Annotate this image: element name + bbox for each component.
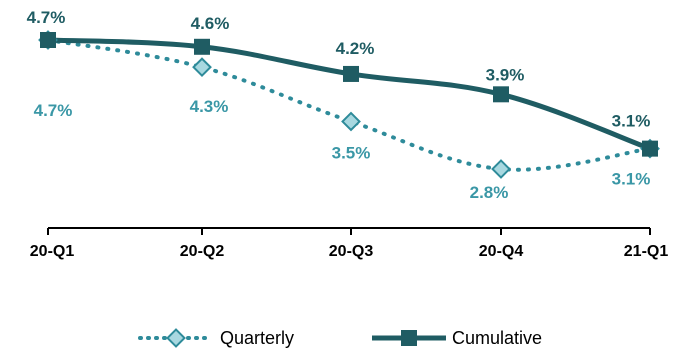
- plot-area: 4.7% 4.3% 3.5% 2.8% 3.1% 4.7% 4.6% 4.2% 3.9% 3.1%: [27, 8, 660, 202]
- x-tick-label: 20-Q1: [30, 243, 75, 260]
- legend-cumulative-marker-icon: [401, 330, 417, 346]
- quarterly-data-label: 2.8%: [470, 183, 509, 202]
- quarterly-data-label: 4.3%: [190, 97, 229, 116]
- cumulative-point: [493, 86, 509, 103]
- quarterly-data-label: 4.7%: [34, 101, 73, 120]
- x-tick-label: 20-Q4: [479, 243, 524, 260]
- cumulative-point: [642, 140, 658, 157]
- quarterly-point: [192, 57, 212, 78]
- x-axis: 20-Q1 20-Q2 20-Q3 20-Q4 21-Q1: [30, 227, 669, 260]
- cumulative-point: [343, 65, 359, 82]
- quarterly-point: [341, 111, 361, 132]
- quarterly-data-label: 3.5%: [332, 143, 371, 162]
- x-tick-label: 20-Q3: [329, 243, 374, 260]
- cumulative-data-label: 3.1%: [612, 112, 651, 131]
- legend: Quarterly Cumulative: [138, 328, 542, 348]
- cumulative-data-label: 4.6%: [191, 14, 230, 33]
- legend-quarterly-marker-icon: [166, 328, 186, 348]
- cumulative-data-label: 4.2%: [336, 39, 375, 58]
- x-tick-label: 21-Q1: [624, 243, 669, 260]
- cumulative-point: [40, 32, 56, 48]
- cumulative-data-label: 3.9%: [486, 65, 525, 84]
- legend-quarterly-label: Quarterly: [220, 328, 294, 348]
- x-tick-label: 20-Q2: [180, 243, 225, 260]
- quarterly-series-line: [46, 38, 652, 172]
- quarterly-point: [491, 159, 511, 179]
- legend-cumulative-label: Cumulative: [452, 328, 542, 348]
- quarterly-data-label: 3.1%: [612, 170, 651, 189]
- cumulative-point: [194, 38, 210, 55]
- cumulative-data-label: 4.7%: [27, 8, 66, 27]
